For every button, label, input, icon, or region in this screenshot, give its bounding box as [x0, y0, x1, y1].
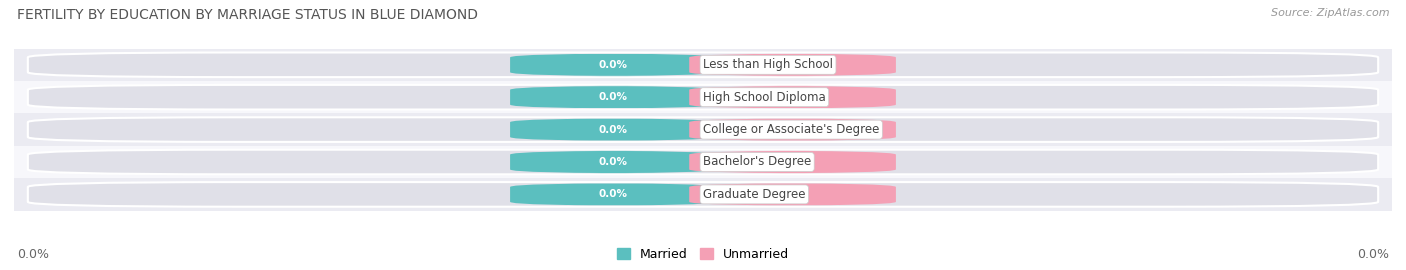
- Text: 0.0%: 0.0%: [778, 92, 807, 102]
- FancyBboxPatch shape: [689, 53, 896, 76]
- Text: 0.0%: 0.0%: [778, 157, 807, 167]
- Text: Less than High School: Less than High School: [703, 58, 832, 71]
- FancyBboxPatch shape: [510, 53, 717, 76]
- FancyBboxPatch shape: [689, 183, 896, 206]
- FancyBboxPatch shape: [689, 118, 896, 141]
- Text: High School Diploma: High School Diploma: [703, 91, 825, 104]
- FancyBboxPatch shape: [28, 182, 1378, 207]
- FancyBboxPatch shape: [510, 118, 717, 141]
- FancyBboxPatch shape: [28, 52, 1378, 77]
- Text: 0.0%: 0.0%: [599, 92, 628, 102]
- Text: 0.0%: 0.0%: [778, 60, 807, 70]
- Bar: [14, 113, 1392, 146]
- FancyBboxPatch shape: [510, 151, 717, 173]
- FancyBboxPatch shape: [28, 85, 1378, 110]
- FancyBboxPatch shape: [689, 151, 896, 173]
- FancyBboxPatch shape: [689, 86, 896, 109]
- Text: 0.0%: 0.0%: [1357, 248, 1389, 261]
- Text: 0.0%: 0.0%: [599, 189, 628, 200]
- FancyBboxPatch shape: [510, 86, 717, 109]
- Bar: [14, 49, 1392, 81]
- FancyBboxPatch shape: [28, 150, 1378, 174]
- Bar: [14, 178, 1392, 211]
- FancyBboxPatch shape: [510, 183, 717, 206]
- Bar: [14, 81, 1392, 113]
- Text: 0.0%: 0.0%: [599, 60, 628, 70]
- Text: 0.0%: 0.0%: [599, 157, 628, 167]
- Text: 0.0%: 0.0%: [778, 189, 807, 200]
- Text: Graduate Degree: Graduate Degree: [703, 188, 806, 201]
- Text: 0.0%: 0.0%: [17, 248, 49, 261]
- Text: Bachelor's Degree: Bachelor's Degree: [703, 156, 811, 168]
- Text: College or Associate's Degree: College or Associate's Degree: [703, 123, 879, 136]
- Text: FERTILITY BY EDUCATION BY MARRIAGE STATUS IN BLUE DIAMOND: FERTILITY BY EDUCATION BY MARRIAGE STATU…: [17, 8, 478, 22]
- Bar: [14, 146, 1392, 178]
- FancyBboxPatch shape: [28, 117, 1378, 142]
- Text: 0.0%: 0.0%: [599, 124, 628, 135]
- Text: 0.0%: 0.0%: [778, 124, 807, 135]
- Text: Source: ZipAtlas.com: Source: ZipAtlas.com: [1271, 8, 1389, 18]
- Legend: Married, Unmarried: Married, Unmarried: [612, 243, 794, 266]
